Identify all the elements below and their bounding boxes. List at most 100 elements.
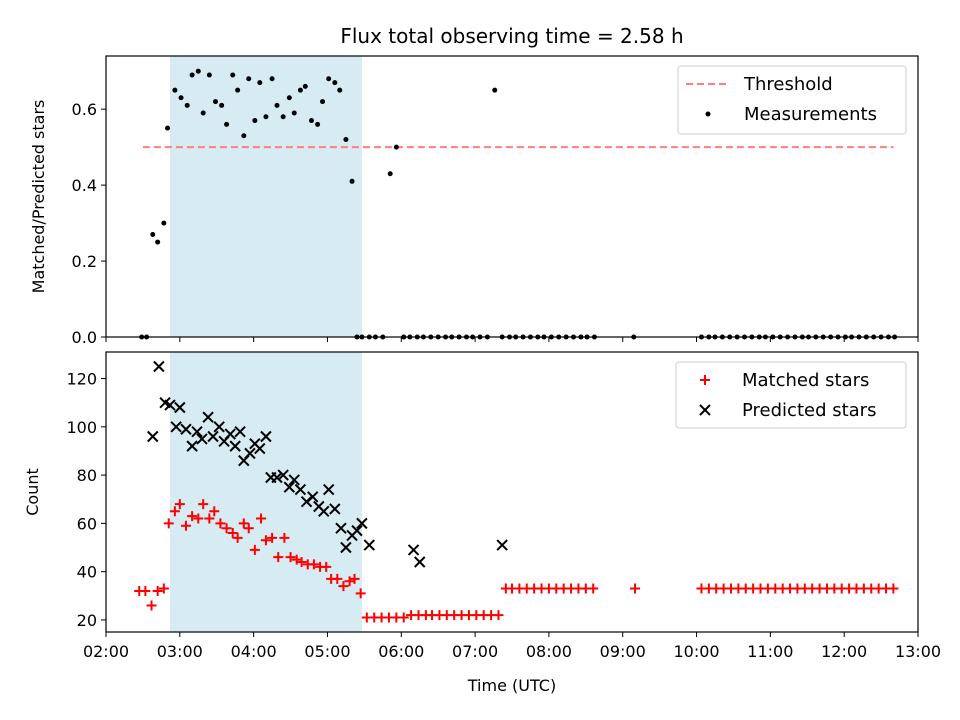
matched-star-point	[193, 513, 204, 524]
predicted-star-point	[244, 447, 256, 460]
matched-star-point	[169, 506, 180, 517]
measurement-point	[230, 72, 236, 78]
predicted-star-point	[288, 474, 300, 486]
ratio-legend-box	[677, 65, 907, 135]
y-tick-label: 20	[77, 611, 97, 630]
matched-star-point	[174, 499, 185, 510]
measurement-point	[297, 87, 303, 93]
matched-star-point	[493, 610, 504, 621]
matched-star-point	[163, 518, 174, 529]
legend-measurements-label: Measurements	[744, 104, 877, 125]
measurement-point	[274, 102, 280, 108]
predicted-star-point	[356, 517, 368, 530]
matched-star-point	[146, 600, 157, 611]
matched-star-point	[187, 511, 198, 522]
predicted-star-point	[196, 433, 208, 445]
matched-star-point	[398, 612, 409, 623]
x-tick-label: 13:00	[895, 642, 941, 661]
x-tick-label: 12:00	[821, 642, 867, 661]
predicted-stars-points	[147, 360, 508, 568]
measurement-point	[172, 87, 178, 93]
predicted-star-point	[294, 483, 307, 496]
measurement-point	[195, 68, 201, 74]
predicted-star-point	[186, 440, 198, 452]
ratio-axes: 0.0 0.2 0.4 0.6 Matched/Predicted stars Thr…	[29, 55, 919, 347]
y-tick-label: 0.2	[72, 252, 97, 271]
measurement-point	[393, 144, 399, 150]
ratio-legend: Threshold Measurements	[677, 65, 907, 135]
matched-star-point	[267, 532, 278, 543]
measurement-point	[387, 171, 393, 177]
predicted-star-point	[191, 425, 203, 438]
measurement-point	[332, 80, 338, 86]
count-x-ticks: 02:00 03:00 04:00 05:00 06:00 07:00 08:00 09:00…	[83, 632, 941, 661]
matched-star-point	[888, 583, 899, 594]
predicted-star-point	[260, 430, 272, 443]
legend-predicted-swatch	[699, 404, 711, 416]
measurement-point	[349, 178, 355, 184]
ratio-y-axis-label: Matched/Predicted stars	[29, 100, 48, 294]
matched-star-point	[204, 513, 215, 524]
measurement-point	[246, 76, 252, 82]
ratio-y-ticks: 0.0 0.2 0.4 0.6	[72, 100, 106, 347]
measurement-point	[219, 102, 225, 108]
count-y-ticks: 20 40 60 80 100 120	[66, 370, 106, 630]
matched-star-point	[140, 585, 151, 596]
predicted-star-point	[496, 539, 508, 551]
matched-star-point	[221, 523, 232, 534]
matched-star-point	[238, 518, 249, 529]
matched-star-point	[243, 523, 254, 534]
x-tick-label: 06:00	[378, 642, 424, 661]
measurement-point	[315, 121, 321, 127]
predicted-star-point	[164, 399, 176, 411]
measurement-point	[224, 121, 230, 127]
predicted-star-point	[351, 524, 363, 537]
predicted-star-point	[202, 411, 214, 423]
predicted-star-point	[363, 539, 375, 551]
legend-threshold-label: Threshold	[743, 74, 833, 95]
x-tick-label: 10:00	[673, 642, 719, 661]
matched-star-point	[355, 588, 366, 599]
y-tick-label: 0.6	[72, 100, 97, 119]
predicted-star-point	[180, 423, 192, 435]
matched-star-point	[279, 532, 290, 543]
matched-star-point	[260, 535, 271, 546]
matched-stars-points	[134, 499, 899, 623]
count-axes-frame	[105, 351, 919, 633]
predicted-star-point	[271, 471, 283, 484]
legend-predicted-marker	[699, 404, 711, 416]
matched-star-point	[349, 573, 360, 584]
matched-star-point	[209, 506, 220, 517]
measurement-point	[252, 118, 258, 124]
matched-star-point	[285, 552, 296, 563]
observing-span	[169, 56, 362, 337]
measurement-point	[308, 118, 314, 124]
ratio-axes-frame	[105, 55, 919, 338]
predicted-star-point	[407, 544, 420, 556]
y-tick-label: 60	[77, 514, 97, 533]
predicted-star-point	[322, 483, 335, 496]
matched-star-point	[232, 532, 243, 543]
matched-star-point	[588, 583, 599, 594]
predicted-star-point	[340, 541, 352, 554]
matched-star-point	[198, 499, 209, 510]
predicted-star-point	[234, 425, 246, 438]
measurement-point	[165, 125, 171, 131]
predicted-star-point	[283, 481, 296, 493]
predicted-star-point	[207, 430, 219, 443]
measurement-point	[337, 87, 343, 93]
legend-matched-marker	[700, 375, 710, 385]
x-tick-label: 04:00	[231, 642, 277, 661]
predicted-star-point	[213, 421, 225, 433]
count-axes: 20 40 60 80 100 120 02:00 03:00 04:00 05:00 06:00…	[23, 351, 941, 695]
predicted-star-point	[277, 469, 289, 481]
measurement-point	[291, 110, 297, 116]
x-tick-label: 09:00	[600, 642, 646, 661]
measurement-point	[150, 231, 156, 237]
predicted-star-point	[174, 401, 186, 414]
x-axis-label: Time (UTC)	[467, 676, 556, 695]
count-y-axis-label: Count	[23, 468, 42, 516]
predicted-star-point	[306, 491, 319, 503]
matched-star-point	[152, 585, 163, 596]
